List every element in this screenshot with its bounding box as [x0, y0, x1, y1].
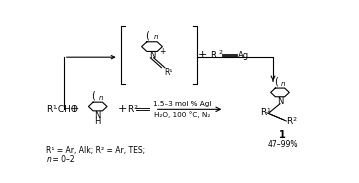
Text: 1.5–3 mol % AgI: 1.5–3 mol % AgI: [153, 101, 212, 107]
Text: R¹ = Ar, Alk; R² = Ar, TES;: R¹ = Ar, Alk; R² = Ar, TES;: [46, 146, 148, 155]
Text: 2: 2: [293, 117, 297, 122]
Text: R: R: [260, 108, 266, 117]
Text: R: R: [286, 117, 293, 126]
Text: (: (: [92, 91, 95, 101]
Text: R: R: [46, 105, 52, 114]
Text: 1: 1: [267, 108, 270, 113]
Text: n: n: [46, 155, 51, 164]
Text: n: n: [281, 81, 286, 87]
Text: N: N: [277, 97, 283, 106]
Text: 1: 1: [279, 130, 286, 140]
Text: 47–99%: 47–99%: [267, 140, 298, 149]
Text: Ag: Ag: [238, 51, 249, 60]
Text: H: H: [94, 117, 101, 126]
Text: R¹: R¹: [164, 68, 173, 77]
Text: 2: 2: [133, 105, 137, 110]
Text: R: R: [127, 105, 133, 114]
Text: R: R: [210, 51, 216, 60]
Text: = 0–2: = 0–2: [50, 155, 75, 164]
Text: +: +: [159, 46, 165, 55]
Text: +: +: [70, 104, 80, 114]
Text: ·CHO: ·CHO: [55, 105, 78, 114]
Text: n: n: [153, 34, 158, 40]
Text: n: n: [99, 95, 103, 101]
Text: +: +: [197, 50, 207, 60]
Text: H₂O, 100 °C, N₂: H₂O, 100 °C, N₂: [154, 111, 211, 118]
Text: 1: 1: [53, 105, 56, 110]
Text: +: +: [117, 104, 127, 114]
Text: 2: 2: [218, 50, 222, 55]
Text: (: (: [145, 30, 149, 40]
Text: N: N: [94, 111, 101, 120]
Text: (: (: [274, 77, 278, 87]
Text: N: N: [149, 51, 155, 60]
